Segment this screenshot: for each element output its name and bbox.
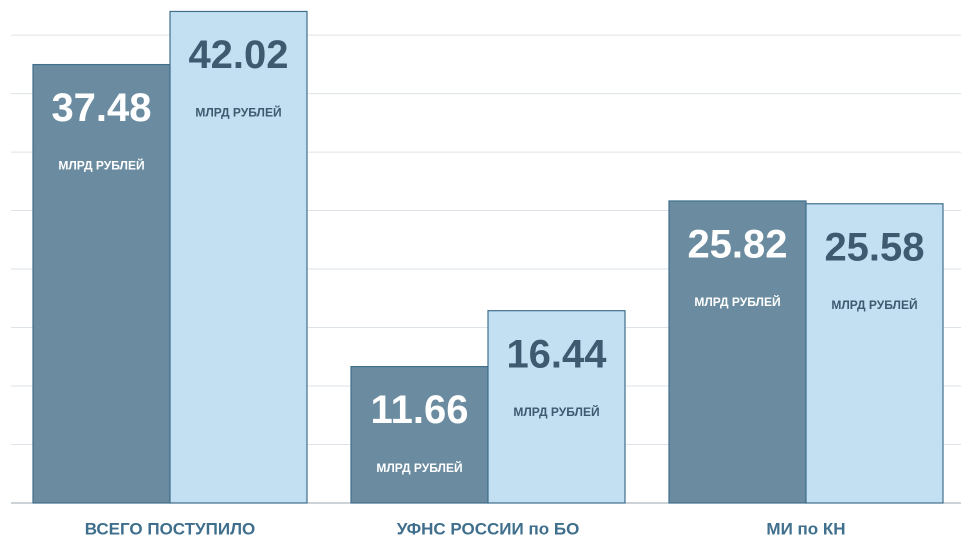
bar: [32, 63, 171, 504]
unit-label: МЛРД РУБЛЕЙ: [513, 404, 599, 419]
bar: [350, 366, 489, 504]
value-label: 11.66: [371, 388, 469, 432]
unit-label: МЛРД РУБЛЕЙ: [694, 294, 780, 309]
unit-label: МЛРД РУБЛЕЙ: [58, 158, 144, 173]
value-label: 42.02: [188, 33, 288, 77]
x-tick-label: ВСЕГО ПОСТУПИЛО: [85, 519, 255, 538]
value-label: 16.44: [506, 332, 607, 376]
x-tick-label: МИ по КН: [766, 519, 845, 538]
value-label: 25.82: [687, 223, 787, 267]
unit-label: МЛРД РУБЛЕЙ: [831, 297, 917, 312]
value-label: 37.48: [51, 86, 151, 130]
value-label: 25.58: [824, 225, 924, 269]
unit-label: МЛРД РУБЛЕЙ: [376, 460, 462, 475]
bar: [487, 310, 626, 504]
bar: [805, 203, 944, 504]
bar: [169, 10, 308, 504]
unit-label: МЛРД РУБЛЕЙ: [195, 105, 281, 120]
x-tick-label: УФНС РОССИИ по БО: [397, 519, 580, 538]
bar: [668, 200, 807, 504]
